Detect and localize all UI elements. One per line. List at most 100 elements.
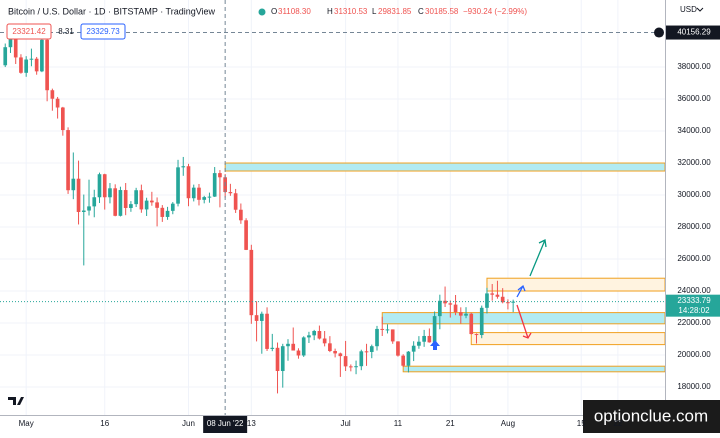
crosshair-date-tag bbox=[203, 416, 248, 433]
arrow-small-up bbox=[516, 284, 526, 298]
candle-body bbox=[490, 293, 495, 295]
x-tick-label: 16 bbox=[100, 419, 109, 428]
candle-body bbox=[401, 355, 406, 366]
candle-body bbox=[396, 341, 400, 356]
candle-body bbox=[485, 293, 489, 308]
x-tick-label: Aug bbox=[501, 419, 515, 428]
candle-body bbox=[469, 313, 474, 335]
zone bbox=[381, 312, 666, 325]
candle-body bbox=[13, 39, 18, 58]
candle-body bbox=[233, 193, 238, 210]
sell-price[interactable]: 23321.42 bbox=[12, 27, 46, 36]
candle-body bbox=[312, 331, 317, 336]
candle-body bbox=[239, 209, 243, 221]
candle-body bbox=[249, 249, 254, 316]
x-tick-label: 21 bbox=[446, 419, 455, 428]
plot-area bbox=[0, 0, 666, 415]
candle-body bbox=[479, 307, 484, 336]
candle-body bbox=[244, 220, 248, 250]
candle-body bbox=[301, 337, 306, 356]
high-value: 31310.53 bbox=[334, 7, 368, 16]
candle-body bbox=[45, 39, 49, 91]
countdown: 14:28:02 bbox=[678, 306, 710, 315]
candle-body bbox=[511, 301, 515, 303]
candle-body bbox=[97, 174, 102, 198]
currency-caret bbox=[696, 7, 704, 12]
candle-body bbox=[443, 300, 447, 304]
candle-body bbox=[8, 39, 13, 48]
candle-body bbox=[87, 206, 91, 211]
candle-body bbox=[280, 346, 285, 372]
y-tick-label: 24000.00 bbox=[677, 286, 711, 295]
candle-body bbox=[150, 200, 154, 203]
watermark-box bbox=[583, 400, 720, 433]
candle-body bbox=[207, 196, 212, 198]
candle-body bbox=[270, 347, 275, 349]
y-tick-label: 36000.00 bbox=[677, 94, 711, 103]
status-dot bbox=[258, 8, 266, 16]
candle-body bbox=[369, 346, 374, 352]
buy-price[interactable]: 23329.73 bbox=[86, 27, 120, 36]
zone bbox=[470, 332, 666, 346]
sell-button[interactable] bbox=[6, 23, 52, 40]
candle-body bbox=[317, 331, 322, 339]
candle-body bbox=[102, 174, 107, 198]
candle-body bbox=[165, 210, 170, 217]
candle-body bbox=[19, 57, 23, 73]
close-value: 30185.58 bbox=[425, 7, 459, 16]
candle-body bbox=[343, 356, 348, 367]
logo-shape bbox=[8, 397, 24, 405]
candle-body bbox=[129, 204, 133, 208]
candle-body bbox=[176, 167, 180, 204]
candle-body bbox=[474, 334, 479, 336]
candle-body bbox=[338, 353, 343, 357]
candle-body bbox=[55, 98, 60, 108]
candle-body bbox=[495, 294, 500, 297]
candle-body bbox=[453, 304, 458, 313]
high-label: H bbox=[327, 7, 333, 16]
candle-body bbox=[155, 202, 159, 208]
y-tick-label: 34000.00 bbox=[677, 126, 711, 135]
x-tick-label: 11 bbox=[394, 419, 403, 428]
candle-body bbox=[406, 351, 411, 366]
candle-body bbox=[364, 351, 369, 353]
crosshair-plus bbox=[654, 27, 664, 38]
candle-body bbox=[71, 178, 76, 191]
candle-body bbox=[359, 351, 364, 367]
candle-body bbox=[506, 302, 510, 304]
change-value: −930.24 (−2.99%) bbox=[463, 7, 527, 16]
last-price-label: 23333.79 bbox=[677, 296, 711, 305]
arrow-up bbox=[529, 239, 547, 277]
arrow-marker bbox=[430, 340, 440, 350]
candle-body bbox=[92, 197, 97, 207]
crosshair-price: 40156.29 bbox=[677, 28, 711, 37]
close-label: C bbox=[418, 7, 424, 16]
candle-body bbox=[417, 341, 421, 346]
arrow-down bbox=[516, 304, 532, 339]
candle-body bbox=[275, 347, 280, 372]
candle-body bbox=[380, 328, 385, 330]
candle-body bbox=[333, 351, 337, 354]
candle-body bbox=[66, 130, 70, 191]
zone bbox=[486, 277, 666, 292]
candle-body bbox=[291, 343, 296, 351]
y-tick-label: 32000.00 bbox=[677, 158, 711, 167]
candle-body bbox=[186, 166, 191, 199]
last-price-tag bbox=[666, 294, 720, 317]
candle-body bbox=[375, 328, 379, 347]
candle-body bbox=[464, 313, 468, 316]
candle-body bbox=[3, 47, 8, 66]
candle-body bbox=[29, 58, 34, 60]
candle-body bbox=[422, 335, 426, 342]
candle-body bbox=[76, 178, 81, 212]
candle-body bbox=[81, 210, 86, 212]
candle-body bbox=[354, 366, 358, 368]
candle-body bbox=[40, 39, 44, 72]
currency: USD bbox=[680, 5, 697, 14]
buy-button[interactable] bbox=[80, 23, 126, 40]
crosshair-price-tag bbox=[666, 25, 720, 40]
y-tick-label: 18000.00 bbox=[677, 382, 711, 391]
candle-body bbox=[448, 303, 453, 305]
candle-body bbox=[61, 107, 65, 131]
